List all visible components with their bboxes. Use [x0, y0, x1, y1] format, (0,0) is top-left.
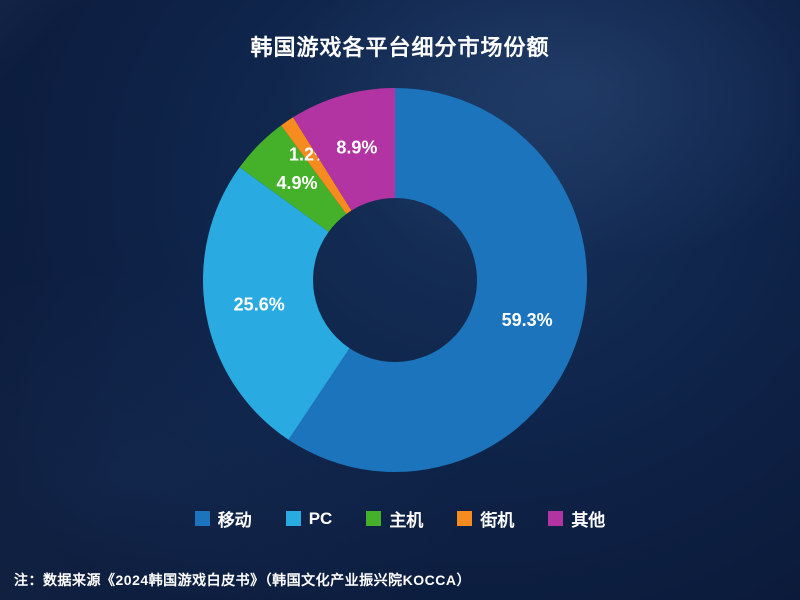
legend-item-2: 主机 [366, 506, 423, 531]
chart-legend: 移动 PC 主机 街机 其他 [0, 506, 800, 531]
pie-slice-4 [293, 88, 395, 211]
slice-data-label-4: 8.9% [336, 137, 377, 157]
pie-slice-3 [281, 117, 352, 214]
legend-swatch-2 [366, 511, 382, 526]
legend-item-3: 街机 [457, 506, 514, 531]
slice-data-label-2: 4.9% [276, 173, 317, 193]
legend-swatch-0 [194, 511, 210, 526]
legend-label-2: 主机 [389, 511, 424, 530]
legend-label-3: 街机 [480, 511, 515, 530]
pie-slice-0 [288, 88, 587, 472]
donut-chart: 59.3%25.6%4.9%1.2% 8.9% [202, 88, 587, 472]
legend-item-1: PC [285, 508, 333, 529]
legend-swatch-4 [548, 511, 564, 526]
slice-data-label-0: 59.3% [502, 310, 553, 330]
legend-swatch-3 [457, 511, 473, 526]
legend-label-0: 移动 [217, 511, 252, 530]
legend-swatch-1 [285, 511, 301, 526]
source-note: 注：数据来源《2024韩国游戏白皮书》（韩国文化产业振兴院KOCCA） [14, 572, 471, 588]
legend-label-4: 其他 [571, 511, 606, 530]
chart-title: 韩国游戏各平台细分市场份额 [250, 35, 550, 60]
legend-item-0: 移动 [194, 506, 252, 531]
pie-slice-1 [202, 167, 350, 440]
slice-data-label-1: 25.6% [234, 294, 285, 314]
pie-slice-2 [239, 125, 347, 232]
legend-item-4: 其他 [548, 506, 605, 531]
legend-label-1: PC [308, 508, 333, 528]
